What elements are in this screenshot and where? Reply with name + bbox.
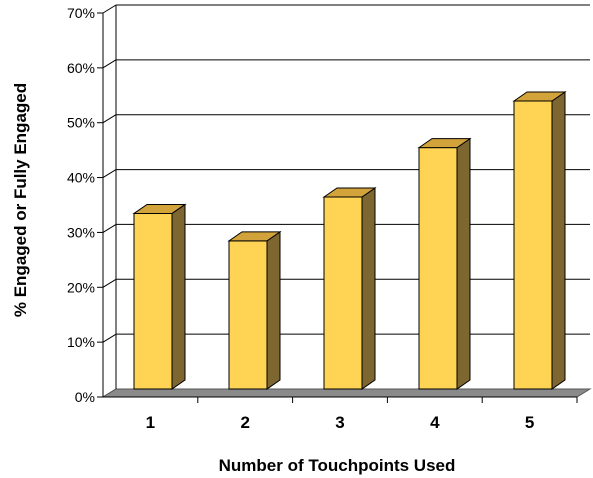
- x-tick-label: 3: [335, 413, 344, 432]
- y-tick-label: 0%: [75, 389, 95, 405]
- x-tick-label: 4: [430, 413, 440, 432]
- bar-side-face: [361, 187, 376, 390]
- chart-floor: [101, 388, 592, 398]
- bar-front-face: [228, 240, 268, 390]
- y-tick-label: 60%: [67, 60, 95, 76]
- bar-top-face: [227, 231, 282, 242]
- x-tick-labels: 1 2 3 4 5: [146, 413, 535, 432]
- bar-top-face: [132, 203, 187, 214]
- y-tick-label: 10%: [67, 334, 95, 350]
- side-wall-gridline: [102, 224, 117, 233]
- x-tick-label: 1: [146, 413, 155, 432]
- y-tick-label: 40%: [67, 170, 95, 186]
- y-tick-label: 70%: [67, 5, 95, 21]
- bar-side-face: [551, 91, 566, 390]
- y-tick-label: 30%: [67, 224, 95, 240]
- side-wall-gridline: [102, 4, 117, 14]
- bar-front-face: [323, 196, 363, 390]
- y-axis-title: % Engaged or Fully Engaged: [11, 83, 30, 317]
- bar-side-face: [266, 230, 281, 390]
- x-axis-title: Number of Touchpoints Used: [219, 456, 456, 475]
- floor-plane: [101, 388, 592, 398]
- side-wall-gridline: [102, 114, 117, 124]
- axes: [97, 5, 578, 403]
- bar-top-face: [322, 187, 377, 198]
- side-wall-gridline: [102, 278, 117, 288]
- side-wall-gridline: [102, 333, 117, 343]
- bar-front-face: [133, 212, 173, 390]
- bar-top-face: [417, 138, 472, 149]
- y-tick-label: 50%: [67, 115, 95, 131]
- y-tick-label: 20%: [67, 279, 95, 295]
- bars: [132, 91, 567, 390]
- x-tick-label: 5: [525, 413, 534, 432]
- bar-top-face: [512, 91, 567, 102]
- bar-front-face: [418, 147, 458, 390]
- bar-front-face: [513, 100, 553, 390]
- bar-side-face: [171, 203, 186, 390]
- side-wall-gridline: [102, 59, 117, 69]
- bar-side-face: [456, 137, 471, 390]
- y-tick-labels: 0% 10% 20% 30% 40% 50% 60% 70%: [67, 5, 95, 405]
- x-tick-label: 2: [240, 413, 249, 432]
- side-wall-gridline: [102, 169, 117, 178]
